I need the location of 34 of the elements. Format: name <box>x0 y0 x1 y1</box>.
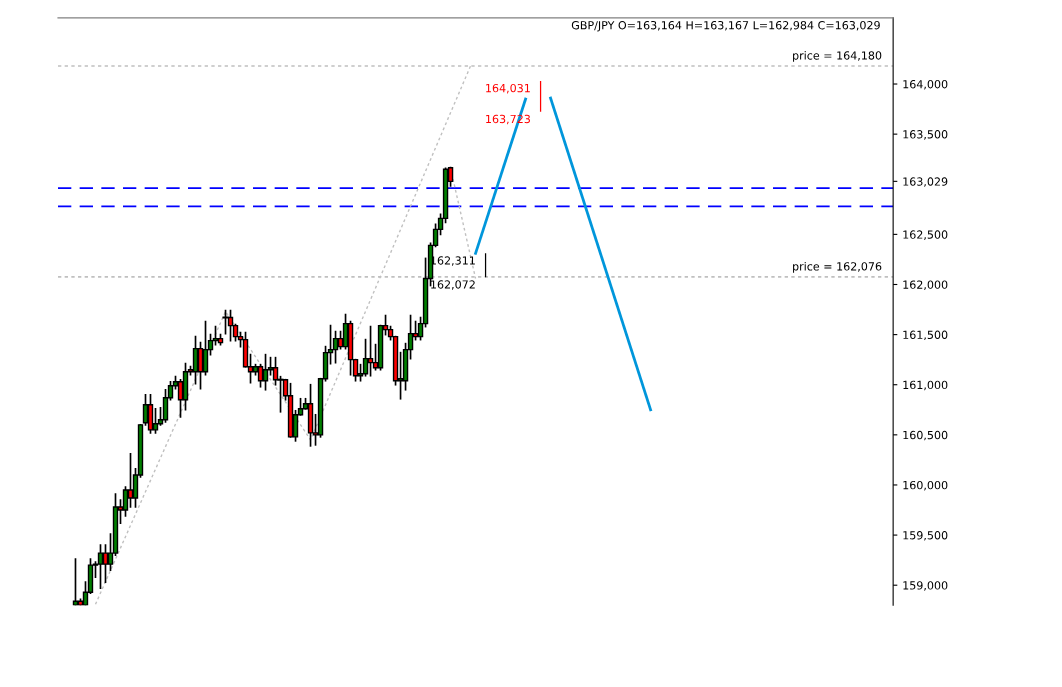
candlestick <box>192 335 199 385</box>
y-tick-label: 160,500 <box>903 430 948 441</box>
candlestick <box>102 544 109 584</box>
candlestick <box>362 338 369 377</box>
y-tick-label: 161,500 <box>903 330 948 341</box>
y-tick-label: 159,500 <box>903 531 948 541</box>
candlestick <box>332 330 339 364</box>
annotation: 162,072 <box>431 280 475 290</box>
candlestick <box>152 407 159 434</box>
candlestick <box>127 453 134 508</box>
y-tick-label: 162,500 <box>903 230 948 240</box>
y-tick-label: 163,029 <box>903 177 948 187</box>
candlestick <box>212 325 219 346</box>
candlestick <box>97 544 104 590</box>
candlestick <box>202 320 209 376</box>
candlestick <box>222 309 229 335</box>
y-tick-label: 161,000 <box>903 380 948 391</box>
candlestick <box>367 325 374 377</box>
y-tick-label: 159,000 <box>903 581 948 591</box>
annotation: 164,031 <box>486 83 530 94</box>
y-tick-label: 162,000 <box>903 280 948 290</box>
y-tick-label: 163,500 <box>903 130 948 140</box>
candlestick <box>197 341 204 390</box>
y-tick-label: 160,000 <box>903 480 948 491</box>
ref-line-label: price = 162,076 <box>793 261 882 273</box>
y-tick-label: 164,000 <box>903 79 948 90</box>
candlestick <box>262 353 269 391</box>
candlestick <box>257 363 264 388</box>
candlestick <box>122 486 129 517</box>
annotation: GBP/JPY O=163,164 H=163,167 L=162,984 C=163,029 <box>571 21 880 32</box>
candlestick <box>272 356 279 386</box>
annotation: 162,311 <box>431 256 475 266</box>
candlestick <box>162 388 169 423</box>
ref-line-label: price = 164,180 <box>793 51 882 62</box>
